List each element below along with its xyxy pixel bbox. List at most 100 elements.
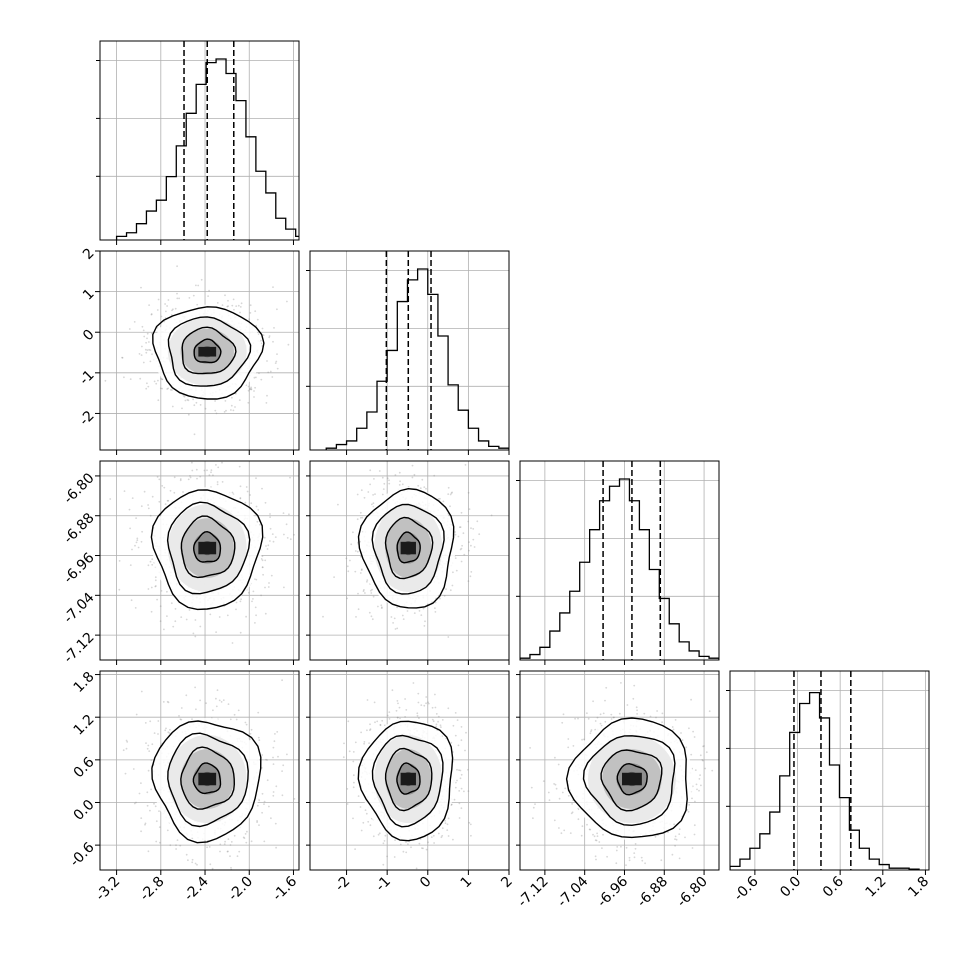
scatter-point [393,856,396,858]
scatter-point [441,827,444,830]
scatter-point [146,337,148,340]
scatter-point [360,829,363,832]
scatter-point [239,497,242,500]
scatter-point [364,592,366,594]
scatter-point [147,507,150,510]
scatter-point [142,329,145,332]
scatter-point [239,600,242,603]
scatter-point [255,477,257,480]
scatter-point [176,292,178,295]
scatter-point [413,473,416,476]
scatter-point [176,265,179,268]
scatter-point [463,553,466,556]
scatter-point [258,799,261,802]
scatter-point [357,592,359,595]
scatter-point [167,731,170,734]
scatter-point [231,642,234,644]
scatter-point [238,399,241,401]
scatter-point [235,305,238,307]
scatter-point [416,714,419,717]
scatter-point [272,340,274,343]
scatter-panel-2-3: -7.12 -7.04 -6.96 -6.88 -6.80 [515,670,720,910]
scatter-point [141,345,143,348]
scatter-point [158,478,161,481]
scatter-point [166,615,168,617]
scatter-point [205,702,208,705]
scatter-point [394,628,397,630]
scatter-point [435,725,437,728]
scatter-point [671,726,674,728]
scatter-point [381,476,384,479]
scatter-point [348,750,351,753]
scatter-point [274,733,276,735]
scatter-point [369,469,372,472]
scatter-point [243,837,246,839]
scatter-point [174,620,177,623]
scatter-point [140,505,143,508]
scatter-point [366,579,369,581]
scatter-point [224,400,227,402]
scatter-point [121,356,123,359]
scatter-point [388,479,390,482]
scatter-point [227,838,230,840]
scatter-point [458,817,461,819]
scatter-point [654,835,657,838]
scatter-point [147,504,150,506]
scatter-point [272,286,274,288]
scatter-point [685,746,688,749]
scatter-point [253,390,255,392]
contour-line [357,720,454,842]
scatter-point [253,376,256,379]
contour-line [180,515,236,579]
scatter-point [370,872,372,874]
scatter-point [691,847,694,849]
scatter-point [460,807,463,810]
scatter-point [207,295,210,297]
scatter-point [272,746,275,749]
scatter-point [359,806,362,808]
scatter-point [369,483,371,486]
scatter-point [210,469,213,472]
scatter-point [222,699,225,701]
scatter-point [473,546,476,548]
scatter-point [451,584,454,587]
scatter-point [250,840,253,843]
scatter-point [460,739,463,742]
y-tick-label: 0.6 [71,754,98,781]
scatter-point [453,798,456,801]
scatter-point [405,851,408,854]
scatter-point [478,533,481,536]
scatter-point [146,747,149,750]
scatter-point [270,817,272,820]
scatter-point [227,703,230,705]
scatter-point [239,497,242,499]
scatter-point [698,789,700,792]
scatter-point [214,400,217,402]
scatter-point [370,615,373,618]
scatter-point [141,530,144,533]
scatter-point [449,589,452,592]
scatter-point [180,718,183,721]
scatter-point [164,503,167,505]
scatter-point [137,546,140,549]
scatter-point [246,830,248,833]
scatter-point [206,469,208,472]
scatter-point [237,304,240,307]
scatter-point [404,716,406,718]
scatter-point [138,353,141,355]
scatter-point [452,571,454,574]
scatter-point [386,714,389,717]
scatter-point [425,848,428,851]
scatter-point [156,598,159,601]
scatter-point [191,718,193,720]
scatter-point [146,804,149,807]
scatter-point [435,723,438,726]
scatter-point [158,500,161,503]
scatter-point [470,571,473,573]
scatter-point [261,792,264,795]
y-tick-label: -1 [76,367,97,388]
scatter-point [255,376,257,379]
scatter-point [266,394,268,397]
scatter-point [157,298,160,301]
scatter-point [347,720,350,723]
